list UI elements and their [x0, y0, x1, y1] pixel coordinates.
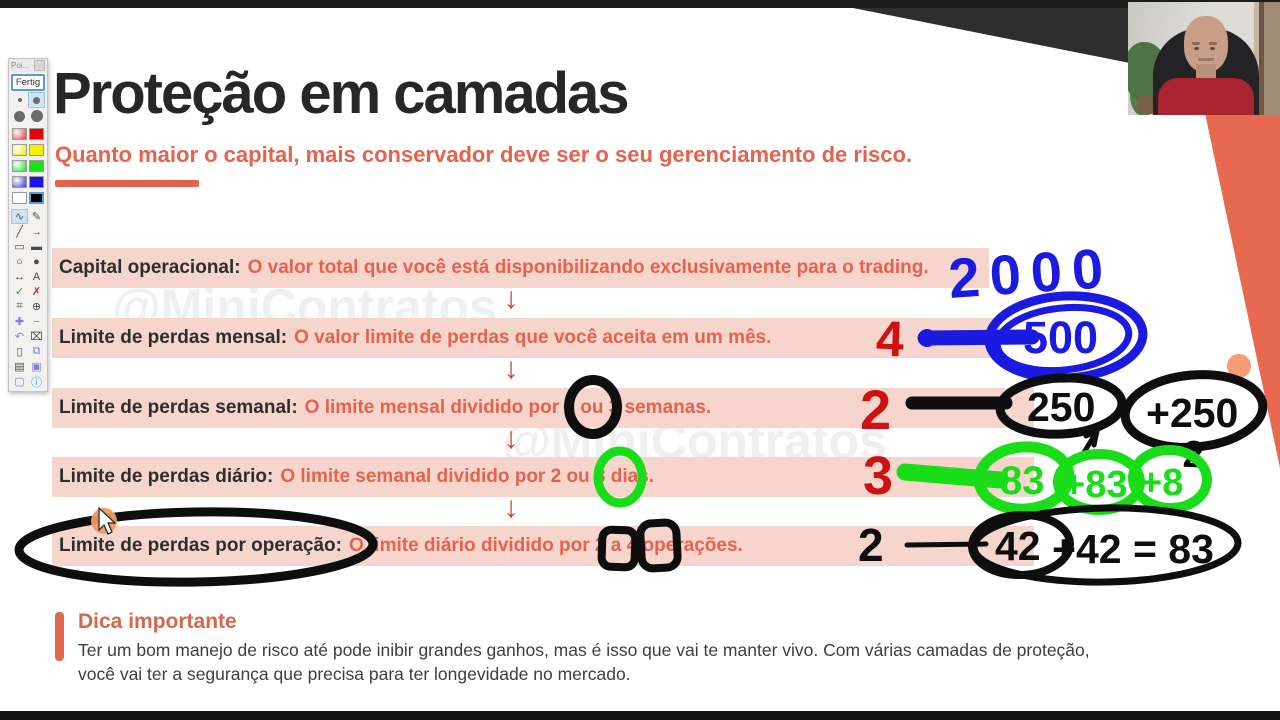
tool-ellipse-filled[interactable]: ●: [33, 255, 40, 268]
subtitle-underline: [55, 180, 199, 187]
layer-row-capital: Capital operacional: O valor total que v…: [52, 248, 989, 288]
tool-delete[interactable]: ⌧: [30, 331, 43, 343]
tool-freehand[interactable]: ∿: [11, 209, 28, 224]
down-arrow-icon: ↓: [503, 422, 519, 455]
row-description: O valor limite de perdas que você aceita…: [294, 327, 772, 348]
tool-screen[interactable]: ▢: [14, 376, 25, 388]
tool-cross[interactable]: ✗: [31, 286, 42, 298]
swatch-blue-soft[interactable]: [11, 174, 28, 190]
swatch-black-selected[interactable]: [28, 190, 45, 206]
tool-text[interactable]: A: [32, 270, 41, 283]
webcam-person-shirt: [1158, 78, 1254, 115]
swatch-blue[interactable]: [28, 174, 45, 190]
row-label: Limite de perdas mensal:: [59, 327, 288, 348]
row-label: Limite de perdas diário:: [59, 466, 274, 487]
tool-line[interactable]: ╱: [16, 226, 23, 238]
row-description: O limite semanal dividido por 2 ou 3 dia…: [280, 466, 655, 487]
row-label: Limite de perdas semanal:: [59, 397, 298, 418]
tool-rectangle-filled[interactable]: ▬: [31, 240, 42, 253]
tool-crop[interactable]: ⌗: [16, 300, 23, 312]
swatch-yellow-soft[interactable]: [11, 142, 28, 158]
webcam-person-eyes: [1194, 47, 1199, 50]
tool-rectangle[interactable]: ▭: [14, 241, 25, 253]
letterbox-top: [0, 0, 1280, 8]
swatch-yellow[interactable]: [28, 142, 45, 158]
done-button[interactable]: Fertig: [11, 74, 45, 91]
tool-copy[interactable]: ⧉: [32, 345, 41, 357]
tool-highlighter-pen[interactable]: ✎: [31, 211, 42, 223]
tool-save[interactable]: ▣: [31, 361, 42, 373]
pen-size-xlarge[interactable]: [28, 108, 45, 124]
swatch-red[interactable]: [28, 126, 45, 142]
layer-row-per-operation: Limite de perdas por operação: O limite …: [52, 526, 1034, 566]
tool-window-titlebar[interactable]: Poi...: [9, 59, 47, 72]
tool-check[interactable]: ✓: [14, 286, 25, 298]
swatch-green[interactable]: [28, 158, 45, 174]
letterbox-bottom: [0, 711, 1280, 720]
down-arrow-icon: ↓: [503, 352, 519, 385]
pen-size-dot-icon: [14, 110, 25, 122]
tool-zoom-in[interactable]: ⊕: [31, 301, 42, 313]
tip-accent-bar: [55, 612, 64, 661]
webcam-person-eyebrows: [1192, 42, 1200, 45]
layer-row-weekly: Limite de perdas semanal: O limite mensa…: [52, 388, 1034, 428]
tool-new-page[interactable]: ▯: [16, 346, 23, 358]
webcam-person-neck: [1196, 64, 1216, 82]
row-label: Capital operacional:: [59, 257, 241, 278]
row-description: O limite diário dividido por 2 a 4 opera…: [348, 535, 743, 556]
orange-wedge: [1205, 113, 1280, 468]
webcam-plant-pot: [1138, 96, 1155, 114]
tool-ellipse[interactable]: ○: [16, 255, 23, 268]
tool-print[interactable]: ▤: [14, 361, 25, 373]
swatch-green-soft[interactable]: [11, 158, 28, 174]
layer-row-daily: Limite de perdas diário: O limite semana…: [52, 457, 1034, 497]
layer-row-monthly: Limite de perdas mensal: O valor limite …: [52, 318, 1000, 358]
webcam-person-head: [1184, 16, 1228, 72]
subtitle: Quanto maior o capital, mais conservador…: [55, 142, 913, 167]
tool-arrow[interactable]: →: [31, 225, 42, 238]
annotation-tool-window: Poi... Fertig ∿ ✎ ╱ → ▭ ▬: [8, 58, 48, 392]
page-title: Proteção em camadas: [53, 61, 630, 126]
tool-grid: ∿ ✎ ╱ → ▭ ▬ ○ ● ↔ A ✓ ✗ ⌗ ⊕ ✚ − ↶ ⌧ ▯ ⧉ …: [9, 209, 47, 389]
webcam-video: [1128, 2, 1280, 115]
swatch-red-soft[interactable]: [11, 126, 28, 142]
pen-size-dot-icon: [30, 110, 43, 122]
webcam-person-mustache: [1198, 58, 1214, 61]
row-description: O limite mensal dividido por 2 ou 3 sema…: [304, 397, 712, 418]
row-description: O valor total que você está disponibiliz…: [247, 257, 929, 278]
tool-info[interactable]: ⓘ: [31, 376, 42, 389]
down-arrow-icon: ↓: [503, 282, 519, 315]
pen-size-dot-icon: [33, 96, 40, 104]
row-label: Limite de perdas por operação:: [59, 535, 342, 556]
pen-size-large[interactable]: [11, 108, 28, 124]
pen-size-dot-icon: [17, 98, 22, 102]
pen-size-small[interactable]: [11, 92, 28, 108]
pen-size-medium[interactable]: [28, 92, 45, 108]
tool-plus[interactable]: ✚: [14, 316, 25, 328]
tool-double-arrow[interactable]: ↔: [14, 270, 25, 283]
tip-heading: Dica importante: [78, 610, 237, 633]
orange-dot: [1227, 354, 1251, 378]
tool-window-button[interactable]: [34, 60, 45, 71]
tip-body: Ter um bom manejo de risco até pode inib…: [78, 640, 1090, 685]
swatch-white[interactable]: [11, 190, 28, 206]
tool-undo[interactable]: ↶: [14, 331, 25, 343]
down-arrow-icon: ↓: [503, 491, 519, 524]
black-wedge: [853, 8, 1130, 63]
tool-window-title: Poi...: [11, 61, 30, 70]
pen-size-picker: [9, 92, 47, 124]
tool-minus[interactable]: −: [33, 315, 40, 328]
color-palette: [9, 126, 47, 206]
